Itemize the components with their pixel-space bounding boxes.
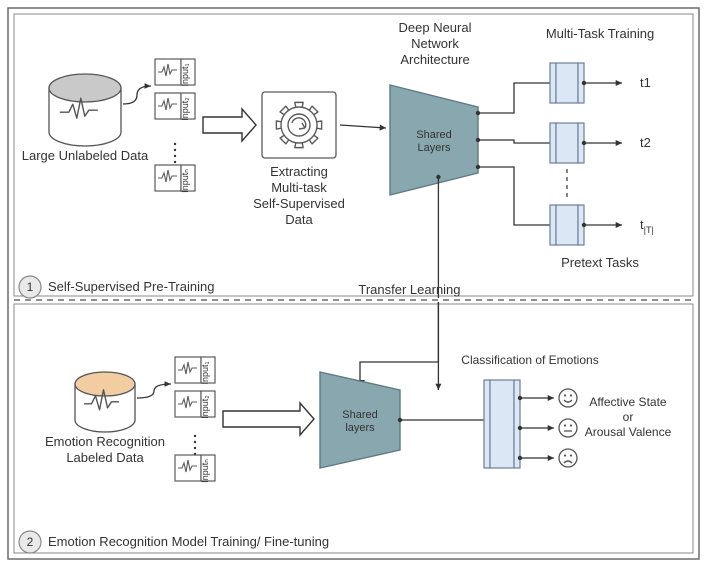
bot-input2-label: Input₂: [200, 395, 210, 419]
multitask-title-label: Multi-Task Training: [546, 26, 654, 41]
sad-face-icon: [559, 449, 577, 467]
tT-label: t|T|: [640, 217, 654, 235]
trapezoid-label: SharedLayers: [416, 129, 451, 154]
step-label: Emotion Recognition Model Training/ Fine…: [48, 534, 329, 549]
task-block-0: [550, 63, 584, 103]
step-number: 2: [27, 535, 34, 549]
arrow-emotiondb-to-inputs: [137, 381, 171, 398]
step-label: Self-Supervised Pre-Training: [48, 279, 214, 294]
step-number: 1: [27, 280, 34, 294]
conn-trap-block-0: [478, 83, 550, 113]
dnn-title-label: Deep NeuralNetworkArchitecture: [399, 20, 472, 67]
arrow-block-face-2: [522, 455, 554, 461]
task-block-2: [550, 205, 584, 245]
top-inputn-label: Inputₙ: [180, 169, 190, 193]
trapezoid-label: Sharedlayers: [342, 409, 377, 434]
arrow-db-to-inputs: [123, 83, 151, 104]
arrow-inputs-to-gear: [203, 109, 256, 141]
top-input1-label: Input₁: [180, 63, 190, 86]
conn-trap-block-2: [478, 167, 550, 225]
t2-label: t2: [640, 135, 651, 150]
affective-label: Affective StateorArousal Valence: [585, 395, 672, 439]
top-inputs-dots: [174, 143, 176, 163]
extracting-label: ExtractingMulti-taskSelf-SupervisedData: [253, 164, 345, 227]
transfer-elbow: [360, 302, 438, 388]
emotion-block: [484, 380, 520, 468]
emotion-db-icon: [75, 372, 135, 432]
bot-inputn-label: Inputₙ: [200, 459, 210, 483]
arrow-block-face-0: [522, 395, 554, 401]
conn-trap-block-1: [478, 140, 550, 143]
arrow-block-t1: [586, 140, 622, 146]
pretext-label: Pretext Tasks: [561, 255, 639, 270]
transfer-label: Transfer Learning: [358, 282, 460, 297]
gear-icon: [262, 92, 336, 158]
unlabeled-db-icon: [49, 74, 121, 146]
task-block-1: [550, 123, 584, 163]
bot-inputs-dots: [194, 435, 196, 455]
emotion-db-label: Emotion RecognitionLabeled Data: [45, 434, 165, 465]
t1-label: t1: [640, 75, 651, 90]
top-input2-label: Input₂: [180, 97, 190, 121]
neutral-face-icon: [559, 419, 577, 437]
unlabeled-db-label: Large Unlabeled Data: [22, 148, 149, 163]
happy-face-icon: [559, 389, 577, 407]
arrow-botinputs-to-trap: [223, 403, 314, 435]
arrow-block-face-1: [522, 425, 554, 431]
arrow-block-t2: [586, 222, 622, 228]
classification-label: Classification of Emotions: [461, 353, 598, 367]
bot-input1-label: Input₁: [200, 361, 210, 384]
arrow-block-t0: [586, 80, 622, 86]
arrow-gear-to-trap: [340, 125, 386, 131]
